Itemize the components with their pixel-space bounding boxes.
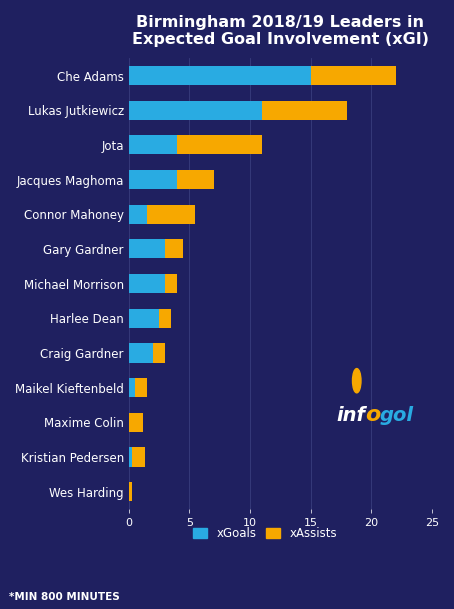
Text: o: o	[365, 406, 380, 425]
Bar	[129, 66, 311, 85]
Text: *MIN 800 MINUTES: *MIN 800 MINUTES	[9, 592, 120, 602]
Bar	[129, 413, 143, 432]
Bar	[129, 309, 159, 328]
Bar	[129, 135, 177, 155]
Bar	[165, 274, 177, 293]
Bar	[177, 170, 214, 189]
Bar	[311, 66, 395, 85]
Bar	[129, 205, 147, 224]
Bar	[129, 100, 262, 120]
Text: inf: inf	[336, 406, 365, 425]
Bar	[262, 100, 347, 120]
Bar	[153, 343, 165, 362]
Bar	[129, 274, 165, 293]
Bar	[159, 309, 171, 328]
Bar	[129, 239, 165, 258]
Bar	[133, 448, 144, 466]
Bar	[147, 205, 195, 224]
Bar	[135, 378, 147, 397]
Bar	[165, 239, 183, 258]
Bar	[129, 378, 135, 397]
Text: gol: gol	[380, 406, 414, 425]
Circle shape	[352, 368, 361, 393]
Bar	[129, 170, 177, 189]
Title: Birmingham 2018/19 Leaders in
Expected Goal Involvement (xGI): Birmingham 2018/19 Leaders in Expected G…	[132, 15, 429, 48]
Bar	[129, 343, 153, 362]
Legend: xGoals, xAssists: xGoals, xAssists	[189, 524, 341, 544]
Bar	[129, 482, 133, 501]
Bar	[177, 135, 262, 155]
Bar	[129, 448, 133, 466]
